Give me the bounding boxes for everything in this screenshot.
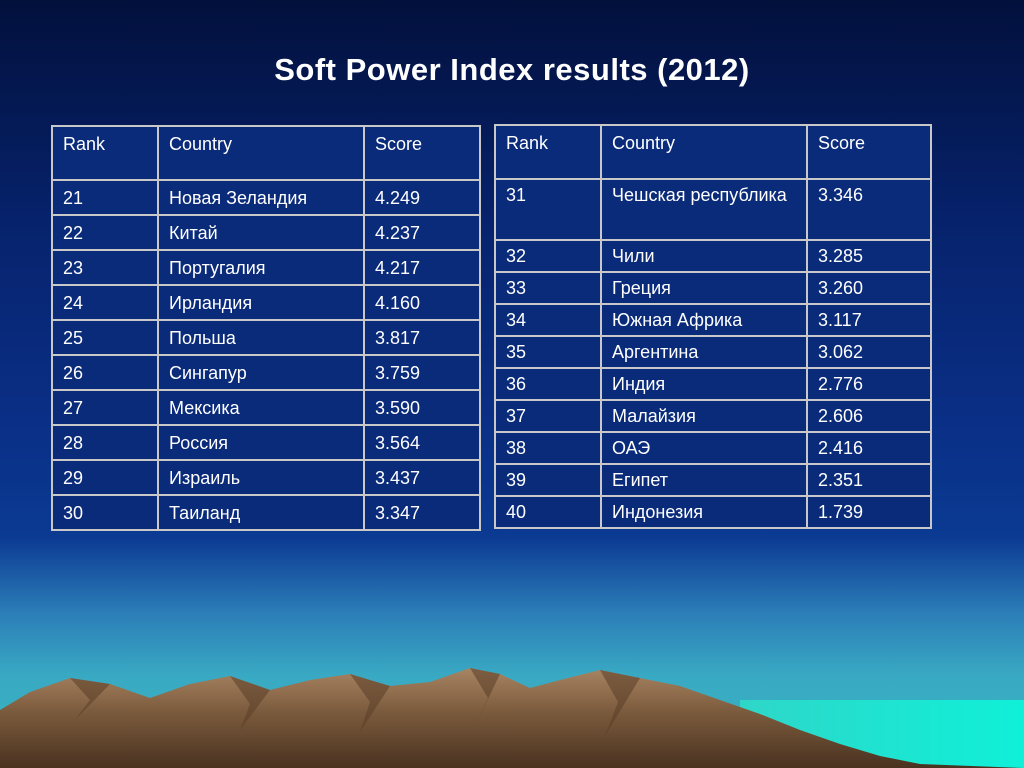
score-cell: 3.347 bbox=[363, 494, 481, 531]
score-cell: 3.285 bbox=[806, 239, 932, 273]
country-cell: Мексика bbox=[157, 389, 365, 426]
score-cell: 3.117 bbox=[806, 303, 932, 337]
score-cell: 4.160 bbox=[363, 284, 481, 321]
table-row: 33 Греция 3.260 bbox=[494, 271, 932, 305]
score-cell: 2.416 bbox=[806, 431, 932, 465]
table-row: 31 Чешская республика 3.346 bbox=[494, 178, 932, 241]
score-cell: 3.817 bbox=[363, 319, 481, 356]
country-cell: Польша bbox=[157, 319, 365, 356]
header-cell-country: Country bbox=[157, 125, 365, 181]
header-cell-rank: Rank bbox=[51, 125, 159, 181]
table-row: 34 Южная Африка 3.117 bbox=[494, 303, 932, 337]
header-cell-country: Country bbox=[600, 124, 808, 180]
mountain-range-illustration bbox=[0, 668, 1024, 768]
country-cell: ОАЭ bbox=[600, 431, 808, 465]
country-cell: Индонезия bbox=[600, 495, 808, 529]
table-row: 21 Новая Зеландия 4.249 bbox=[51, 179, 481, 216]
table-row: 28 Россия 3.564 bbox=[51, 424, 481, 461]
score-cell: 3.759 bbox=[363, 354, 481, 391]
table-row: 26 Сингапур 3.759 bbox=[51, 354, 481, 391]
country-cell: Сингапур bbox=[157, 354, 365, 391]
score-cell: 2.776 bbox=[806, 367, 932, 401]
rank-cell: 38 bbox=[494, 431, 602, 465]
rank-cell: 30 bbox=[51, 494, 159, 531]
rank-cell: 27 bbox=[51, 389, 159, 426]
score-cell: 4.249 bbox=[363, 179, 481, 216]
country-cell: Новая Зеландия bbox=[157, 179, 365, 216]
rank-cell: 23 bbox=[51, 249, 159, 286]
country-cell: Аргентина bbox=[600, 335, 808, 369]
rank-cell: 32 bbox=[494, 239, 602, 273]
rank-cell: 36 bbox=[494, 367, 602, 401]
score-cell: 2.351 bbox=[806, 463, 932, 497]
score-cell: 3.346 bbox=[806, 178, 932, 241]
score-cell: 3.564 bbox=[363, 424, 481, 461]
rank-cell: 34 bbox=[494, 303, 602, 337]
table-row: 24 Ирландия 4.160 bbox=[51, 284, 481, 321]
rank-cell: 22 bbox=[51, 214, 159, 251]
slide-title: Soft Power Index results (2012) bbox=[274, 52, 750, 87]
table-row: 39 Египет 2.351 bbox=[494, 463, 932, 497]
rank-cell: 33 bbox=[494, 271, 602, 305]
country-cell: Греция bbox=[600, 271, 808, 305]
table-row: 29 Израиль 3.437 bbox=[51, 459, 481, 496]
table-row: 22 Китай 4.237 bbox=[51, 214, 481, 251]
table-row: 27 Мексика 3.590 bbox=[51, 389, 481, 426]
rank-cell: 28 bbox=[51, 424, 159, 461]
country-cell: Египет bbox=[600, 463, 808, 497]
rank-cell: 40 bbox=[494, 495, 602, 529]
rank-cell: 39 bbox=[494, 463, 602, 497]
table-row: 36 Индия 2.776 bbox=[494, 367, 932, 401]
country-cell: Китай bbox=[157, 214, 365, 251]
country-cell: Чили bbox=[600, 239, 808, 273]
table-header-row: Rank Country Score bbox=[494, 124, 932, 180]
score-cell: 3.437 bbox=[363, 459, 481, 496]
score-cell: 3.590 bbox=[363, 389, 481, 426]
table-row: 37 Малайзия 2.606 bbox=[494, 399, 932, 433]
country-cell: Ирландия bbox=[157, 284, 365, 321]
table-row: 40 Индонезия 1.739 bbox=[494, 495, 932, 529]
table-row: 32 Чили 3.285 bbox=[494, 239, 932, 273]
table-row: 23 Португалия 4.217 bbox=[51, 249, 481, 286]
score-cell: 4.237 bbox=[363, 214, 481, 251]
country-cell: Индия bbox=[600, 367, 808, 401]
table-row: 35 Аргентина 3.062 bbox=[494, 335, 932, 369]
rank-cell: 31 bbox=[494, 178, 602, 241]
rank-cell: 26 bbox=[51, 354, 159, 391]
country-cell: Малайзия bbox=[600, 399, 808, 433]
table-header-row: Rank Country Score bbox=[51, 125, 481, 181]
score-cell: 3.062 bbox=[806, 335, 932, 369]
rank-cell: 25 bbox=[51, 319, 159, 356]
ranking-table-right: Rank Country Score 31 Чешская республика… bbox=[494, 124, 932, 529]
score-cell: 4.217 bbox=[363, 249, 481, 286]
country-cell: Таиланд bbox=[157, 494, 365, 531]
country-cell: Россия bbox=[157, 424, 365, 461]
score-cell: 1.739 bbox=[806, 495, 932, 529]
table-row: 25 Польша 3.817 bbox=[51, 319, 481, 356]
table-row: 38 ОАЭ 2.416 bbox=[494, 431, 932, 465]
score-cell: 3.260 bbox=[806, 271, 932, 305]
country-cell: Чешская республика bbox=[600, 178, 808, 241]
rank-cell: 37 bbox=[494, 399, 602, 433]
country-cell: Израиль bbox=[157, 459, 365, 496]
header-cell-rank: Rank bbox=[494, 124, 602, 180]
rank-cell: 21 bbox=[51, 179, 159, 216]
rank-cell: 29 bbox=[51, 459, 159, 496]
rank-cell: 35 bbox=[494, 335, 602, 369]
header-cell-score: Score bbox=[363, 125, 481, 181]
country-cell: Южная Африка bbox=[600, 303, 808, 337]
rank-cell: 24 bbox=[51, 284, 159, 321]
header-cell-score: Score bbox=[806, 124, 932, 180]
ranking-table-left: Rank Country Score 21 Новая Зеландия 4.2… bbox=[51, 125, 481, 531]
table-row: 30 Таиланд 3.347 bbox=[51, 494, 481, 531]
score-cell: 2.606 bbox=[806, 399, 932, 433]
country-cell: Португалия bbox=[157, 249, 365, 286]
